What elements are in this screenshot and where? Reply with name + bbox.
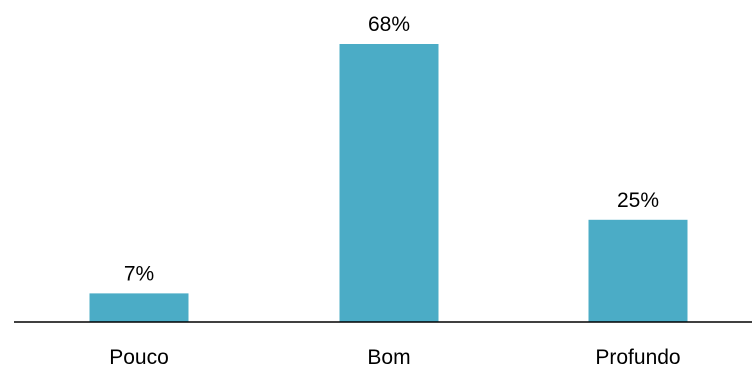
x-tick-label-bom: Bom [367,346,410,369]
bar-pouco [89,293,189,322]
bar-bom [339,44,439,322]
data-label-bom: 68% [368,13,410,36]
x-tick-labels: Pouco Bom Profundo [109,346,680,369]
bars [89,44,688,322]
data-label-pouco: 7% [124,262,154,285]
bar-profundo [588,219,688,322]
x-tick-label-profundo: Profundo [595,346,680,369]
x-tick-label-pouco: Pouco [109,346,169,369]
data-label-profundo: 25% [617,189,659,212]
data-labels: 7% 68% 25% [124,13,659,285]
